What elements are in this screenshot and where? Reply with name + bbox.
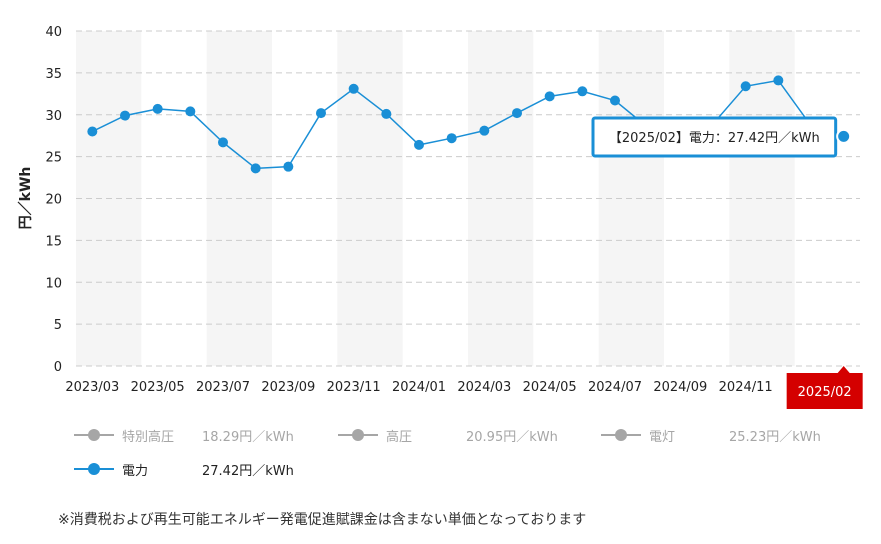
x-tick-label: 2024/09 bbox=[653, 380, 707, 395]
data-point[interactable] bbox=[610, 95, 620, 106]
data-point[interactable] bbox=[283, 161, 294, 172]
y-tick-label: 0 bbox=[54, 360, 62, 375]
legend-marker-icon bbox=[601, 429, 641, 441]
legend-item-koatsu[interactable]: 高圧 20.95円／kWh bbox=[338, 423, 558, 447]
legend-value: 27.42円／kWh bbox=[202, 463, 294, 479]
legend-value: 20.95円／kWh bbox=[466, 429, 558, 445]
x-tick-label: 2024/07 bbox=[588, 380, 642, 395]
data-point[interactable] bbox=[87, 126, 98, 137]
y-tick-label: 35 bbox=[45, 67, 62, 82]
data-point-active[interactable] bbox=[836, 128, 852, 144]
tooltip-text: 【2025/02】電力：27.42円／kWh bbox=[609, 131, 820, 146]
x-tick-label: 2024/01 bbox=[392, 380, 446, 395]
y-tick-label: 40 bbox=[45, 25, 62, 40]
data-point[interactable] bbox=[185, 106, 196, 117]
legend-marker-icon bbox=[338, 429, 378, 441]
data-point[interactable] bbox=[250, 163, 261, 174]
data-point[interactable] bbox=[316, 108, 326, 119]
legend-marker-icon bbox=[74, 463, 114, 475]
data-point[interactable] bbox=[348, 83, 359, 94]
legend-value: 25.23円／kWh bbox=[729, 429, 821, 445]
data-point[interactable] bbox=[152, 103, 163, 114]
data-point[interactable] bbox=[512, 108, 522, 119]
line-chart: 0 5 10 15 20 25 30 35 40 円／kWh 2023/03 2023/05 202… bbox=[18, 25, 863, 409]
y-tick-label: 20 bbox=[45, 193, 62, 208]
data-point[interactable] bbox=[120, 110, 130, 121]
legend-item-denryoku[interactable]: 電力 27.42円／kWh bbox=[74, 457, 294, 481]
y-tick-label: 25 bbox=[45, 151, 62, 166]
x-tick-label: 2024/05 bbox=[523, 380, 577, 395]
legend-name: 電力 bbox=[122, 463, 149, 479]
data-point[interactable] bbox=[381, 108, 392, 119]
legend-value: 18.29円／kWh bbox=[202, 429, 294, 445]
data-point[interactable] bbox=[446, 133, 457, 144]
tooltip-box bbox=[591, 116, 838, 158]
data-point[interactable] bbox=[414, 139, 424, 150]
legend-name: 高圧 bbox=[386, 429, 413, 445]
y-tick-label: 15 bbox=[45, 234, 62, 249]
x-tick-label: 2024/11 bbox=[719, 380, 773, 395]
x-tick-label: 2023/07 bbox=[196, 380, 250, 395]
data-point[interactable] bbox=[740, 81, 751, 92]
legend-item-dento[interactable]: 電灯 25.23円／kWh bbox=[601, 423, 821, 447]
x-tick-label: 2024/03 bbox=[457, 380, 511, 395]
data-point[interactable] bbox=[773, 75, 784, 86]
x-tick-label: 2023/03 bbox=[65, 380, 119, 395]
legend-name: 特別高圧 bbox=[122, 429, 175, 445]
y-tick-label: 5 bbox=[54, 318, 62, 333]
legend-name: 電灯 bbox=[649, 429, 676, 445]
legend-item-tokubetsu-koatsu[interactable]: 特別高圧 18.29円／kWh bbox=[74, 423, 294, 447]
y-tick-label: 30 bbox=[45, 109, 62, 124]
x-tick-label: 2023/11 bbox=[327, 380, 381, 395]
x-tick-label: 2025/02 bbox=[798, 385, 852, 400]
x-tick-label: 2023/05 bbox=[131, 380, 185, 395]
y-axis-label: 円／kWh bbox=[18, 167, 34, 230]
data-point[interactable] bbox=[577, 86, 588, 97]
x-tick-label: 2023/09 bbox=[261, 380, 315, 395]
data-point[interactable] bbox=[544, 91, 555, 102]
highlight-pointer bbox=[837, 366, 850, 373]
data-point[interactable] bbox=[479, 125, 490, 136]
legend-marker-icon bbox=[74, 429, 114, 441]
highlight-label-box bbox=[786, 373, 863, 409]
y-tick-label: 10 bbox=[45, 276, 62, 291]
data-point[interactable] bbox=[218, 137, 228, 148]
footnote: ※消費税および再生可能エネルギー発電促進賦課金は含まない単価となっております bbox=[58, 512, 587, 528]
